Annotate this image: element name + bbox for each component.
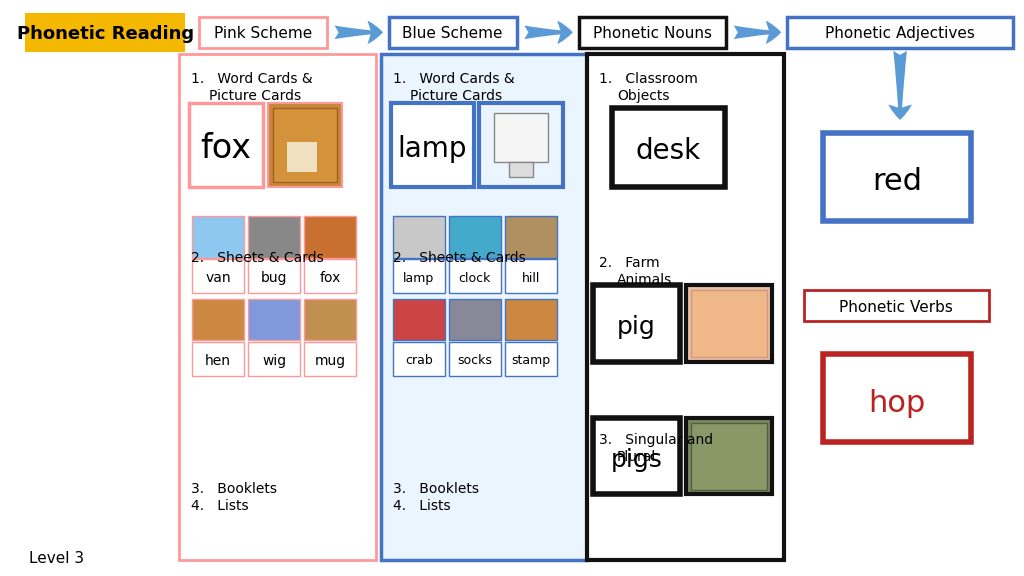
Bar	[505, 299, 557, 340]
Bar	[686, 418, 772, 494]
Text: clock: clock	[459, 272, 490, 285]
Text: lamp: lamp	[397, 135, 467, 163]
Bar	[304, 259, 356, 293]
Text: Pink Scheme: Pink Scheme	[214, 26, 312, 41]
Bar	[804, 290, 988, 321]
Bar	[179, 54, 376, 560]
Text: red: red	[872, 167, 923, 196]
Bar	[393, 342, 444, 376]
Bar	[509, 162, 534, 177]
Text: hop: hop	[868, 389, 926, 418]
Bar	[690, 290, 767, 357]
Text: Objects: Objects	[616, 89, 670, 103]
Text: 2.   Sheets & Cards: 2. Sheets & Cards	[393, 251, 525, 264]
Bar	[588, 54, 784, 560]
Bar	[686, 285, 772, 362]
Text: 3.   Singular and: 3. Singular and	[599, 433, 714, 446]
Bar	[381, 54, 588, 560]
Text: 1.   Word Cards &: 1. Word Cards &	[191, 71, 312, 86]
Bar	[823, 354, 971, 442]
Bar	[393, 299, 444, 340]
Text: Picture Cards: Picture Cards	[411, 89, 503, 103]
Text: pigs: pigs	[610, 448, 663, 472]
Text: 2.   Farm: 2. Farm	[599, 256, 659, 270]
Text: stamp: stamp	[511, 354, 551, 367]
Bar	[389, 17, 517, 48]
Bar	[593, 285, 680, 362]
Text: Phonetic Verbs: Phonetic Verbs	[840, 300, 953, 315]
Text: 4.   Lists: 4. Lists	[393, 499, 451, 513]
Bar	[304, 299, 356, 340]
Text: crab: crab	[404, 354, 433, 367]
Bar	[304, 342, 356, 376]
Text: Animals: Animals	[616, 273, 672, 287]
Bar	[272, 108, 337, 182]
Text: bug: bug	[261, 271, 288, 285]
Bar	[393, 259, 444, 293]
Text: hill: hill	[521, 272, 540, 285]
Text: Picture Cards: Picture Cards	[209, 89, 301, 103]
Bar	[505, 216, 557, 257]
Text: van: van	[206, 271, 231, 285]
Text: 1.   Word Cards &: 1. Word Cards &	[393, 71, 514, 86]
Text: desk: desk	[636, 137, 701, 165]
Text: 4.   Lists: 4. Lists	[191, 499, 249, 513]
Text: Level 3: Level 3	[29, 551, 84, 566]
Bar	[479, 103, 563, 187]
Bar	[193, 216, 245, 257]
Text: Phonetic Nouns: Phonetic Nouns	[593, 26, 712, 41]
Text: hen: hen	[205, 354, 231, 367]
Bar	[248, 299, 300, 340]
Bar	[193, 342, 245, 376]
Text: lamp: lamp	[403, 272, 434, 285]
Bar	[505, 259, 557, 293]
Bar	[449, 259, 501, 293]
Bar	[248, 259, 300, 293]
Bar	[494, 113, 548, 162]
Bar	[199, 17, 327, 48]
Bar	[505, 342, 557, 376]
Bar	[690, 423, 767, 490]
Text: Phonetic Reading: Phonetic Reading	[16, 25, 194, 43]
Bar	[268, 103, 342, 187]
Text: fox: fox	[319, 271, 341, 285]
Text: Plural: Plural	[616, 450, 656, 464]
Bar	[288, 142, 317, 172]
Text: 3.   Booklets: 3. Booklets	[393, 482, 478, 496]
Bar	[248, 216, 300, 257]
Bar	[189, 103, 263, 187]
Bar	[25, 13, 185, 52]
Bar	[612, 108, 725, 187]
Bar	[304, 216, 356, 257]
Text: Phonetic Adjectives: Phonetic Adjectives	[825, 26, 975, 41]
Bar	[391, 103, 474, 187]
Bar	[823, 132, 971, 221]
Text: wig: wig	[262, 354, 287, 367]
Bar	[393, 216, 444, 257]
Text: 3.   Booklets: 3. Booklets	[191, 482, 278, 496]
Text: pig: pig	[617, 315, 656, 339]
Bar	[449, 342, 501, 376]
Bar	[579, 17, 726, 48]
Bar	[787, 17, 1013, 48]
Bar	[248, 342, 300, 376]
Text: fox: fox	[201, 132, 252, 165]
Bar	[449, 216, 501, 257]
Text: mug: mug	[314, 354, 346, 367]
Bar	[593, 418, 680, 494]
Bar	[193, 259, 245, 293]
Text: Blue Scheme: Blue Scheme	[402, 26, 503, 41]
Bar	[193, 299, 245, 340]
Text: socks: socks	[458, 354, 493, 367]
Text: 2.   Sheets & Cards: 2. Sheets & Cards	[191, 251, 324, 264]
Text: 1.   Classroom: 1. Classroom	[599, 71, 698, 86]
Bar	[449, 299, 501, 340]
